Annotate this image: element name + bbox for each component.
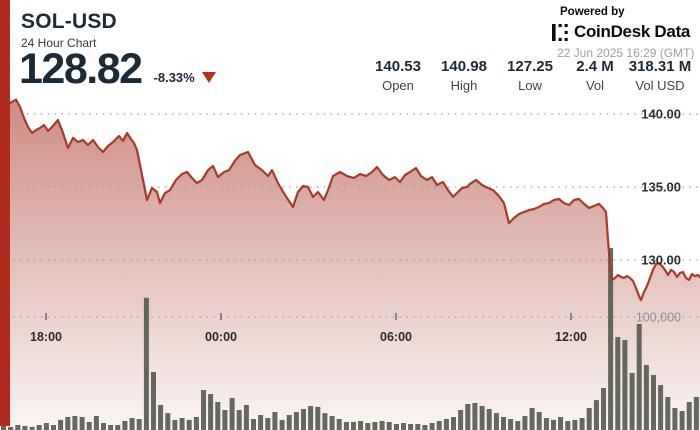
stat-vol-usd-label: Vol USD: [635, 78, 685, 93]
svg-text:140.00: 140.00: [641, 107, 681, 122]
stat-vol: 2.4 M Vol: [576, 58, 614, 93]
stat-vol-usd: 318.31 M Vol USD: [629, 58, 692, 93]
svg-text:100,000: 100,000: [636, 311, 681, 325]
svg-text:130.00: 130.00: [641, 253, 681, 268]
stat-open: 140.53 Open: [375, 58, 421, 93]
left-accent-bar: [0, 0, 10, 426]
stat-high-value: 140.98: [441, 58, 487, 75]
powered-by-block: Powered by CoinDesk Data 22 Jun 2025 16:…: [552, 6, 694, 60]
down-arrow-icon: [201, 71, 216, 83]
svg-text:00:00: 00:00: [205, 330, 237, 344]
powered-by-label: Powered by: [560, 6, 625, 18]
stat-high-label: High: [450, 78, 478, 93]
symbol-title: SOL-USD: [21, 10, 117, 33]
stat-vol-usd-value: 318.31 M: [628, 58, 692, 75]
stat-low-label: Low: [518, 78, 542, 93]
svg-text:12:00: 12:00: [555, 330, 587, 344]
timestamp: 22 Jun 2025 16:29 (GMT): [557, 46, 695, 60]
price-change-percent: -8.33%: [153, 69, 195, 85]
stat-low: 127.25 Low: [507, 58, 553, 93]
coindesk-brand[interactable]: CoinDesk Data: [552, 22, 694, 42]
chart-period-label: 24 Hour Chart: [21, 36, 97, 50]
stat-vol-label: Vol: [585, 78, 605, 93]
current-price: 128.82: [19, 45, 143, 93]
chart-header: SOL-USD 24 Hour Chart: [21, 10, 117, 50]
svg-text:135.00: 135.00: [641, 180, 681, 195]
coindesk-logo-icon: [552, 23, 568, 41]
price-change-row: -8.33%: [154, 70, 216, 85]
svg-text:18:00: 18:00: [30, 330, 62, 344]
stat-low-value: 127.25: [507, 58, 553, 75]
current-price-row: 128.82 -8.33%: [19, 45, 216, 93]
stat-vol-value: 2.4 M: [576, 58, 614, 75]
stat-open-value: 140.53: [375, 58, 421, 75]
stat-open-label: Open: [382, 78, 414, 93]
svg-text:06:00: 06:00: [380, 330, 412, 344]
coindesk-brand-text: CoinDesk Data: [574, 22, 691, 41]
stat-high: 140.98 High: [441, 58, 487, 93]
